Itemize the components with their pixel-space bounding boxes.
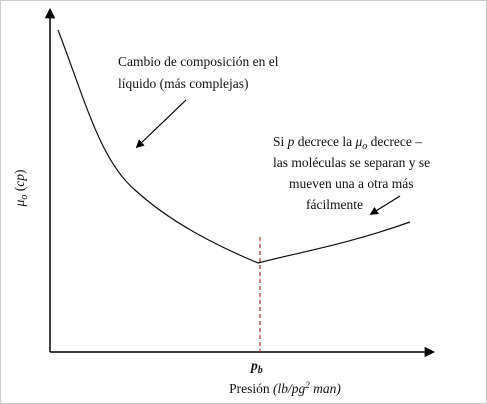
viscosity-curve — [57, 29, 411, 264]
text-part: Presión — [229, 381, 273, 396]
text-part: p — [287, 134, 295, 149]
text-part: o — [19, 195, 30, 200]
annotation-line: líquido (más complejas) — [118, 76, 248, 91]
text-part: cp — [12, 174, 27, 187]
text-part: p — [250, 358, 258, 373]
annotation-line: Cambio de composición en el — [118, 54, 279, 69]
text-part: man) — [310, 381, 342, 396]
text-part: 2 — [305, 380, 310, 390]
text-part: (lb/pg — [273, 381, 305, 396]
text-part: μ — [354, 134, 362, 149]
text-part: decrece la — [294, 134, 355, 149]
x-marker-label: pb — [250, 358, 263, 376]
annotation-line: las moléculas se separan y se — [273, 155, 430, 170]
text-part: ( — [12, 186, 27, 194]
y-axis-label: μo (cp) — [12, 170, 30, 208]
text-part: decrece – — [367, 134, 422, 149]
annotation-line: fácilmente — [306, 197, 363, 212]
text-part: μ — [12, 199, 27, 207]
text-part: ) — [12, 170, 27, 175]
annotation-line: Si p decrece la μo decrece – — [273, 134, 422, 152]
arrow — [135, 99, 187, 149]
x-axis-label: Presión (lb/pg2 man) — [229, 380, 341, 396]
arrow — [369, 195, 401, 215]
text-part: o — [362, 141, 367, 152]
annotation-line: mueven una a otra más — [289, 176, 413, 191]
text-part: Si — [273, 134, 288, 149]
text-part: b — [258, 365, 263, 376]
